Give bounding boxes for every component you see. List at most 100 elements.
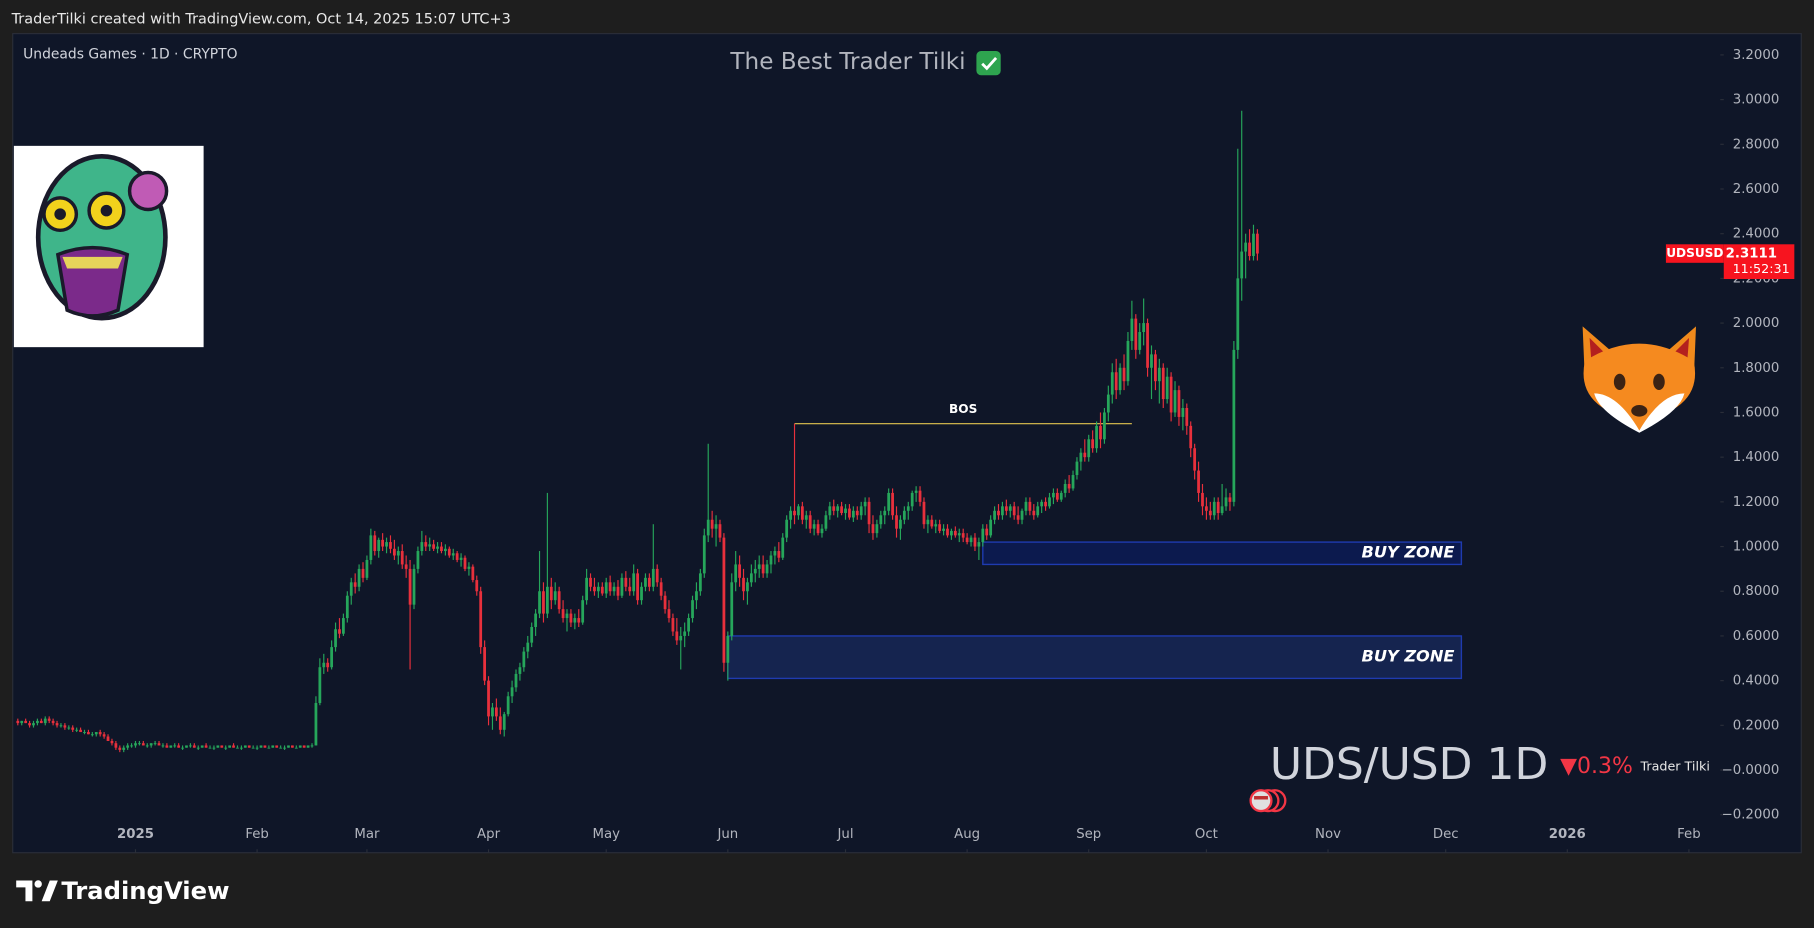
candle-body [840, 506, 843, 514]
candle-body [1028, 501, 1032, 511]
candle-body [451, 553, 455, 556]
candle-body [530, 627, 534, 643]
y-tick-label: 0.8000 [1733, 584, 1780, 599]
x-tick-label: Feb [245, 827, 269, 842]
candle-body [318, 667, 322, 703]
candle-body [1244, 242, 1248, 252]
candle-body [1130, 318, 1134, 341]
candle-body [134, 743, 137, 746]
candle-body [557, 591, 561, 610]
candle-body [32, 723, 35, 726]
candle-body [624, 577, 628, 587]
candle-body [671, 618, 675, 632]
candle-body [400, 551, 404, 565]
candle-body [636, 573, 639, 601]
x-tick-label: Sep [1076, 827, 1101, 842]
candle-body [326, 662, 330, 668]
candle-body [287, 745, 290, 748]
candle-body [997, 510, 1000, 516]
candle-body [428, 544, 432, 547]
buy-zone [727, 635, 1463, 680]
candle-body [240, 747, 243, 749]
candle-body [698, 573, 702, 592]
candle-body [67, 727, 71, 729]
buy-zone-label: BUY ZONE [1361, 647, 1454, 666]
candle-body [604, 582, 608, 594]
candle-body [20, 720, 24, 724]
candle-body [1118, 367, 1122, 391]
candle-body [1134, 318, 1138, 350]
candle-body [522, 651, 526, 668]
candle-body [950, 530, 953, 536]
candle-body [432, 544, 436, 549]
y-tick-label: 2.0000 [1733, 316, 1780, 331]
candle-body [416, 551, 420, 569]
candle-body [138, 743, 141, 745]
candle-body [683, 631, 687, 636]
candle-body [393, 548, 396, 556]
candle-body [47, 718, 51, 721]
candle-body [1150, 354, 1153, 368]
price-badge-label: 2.3111 [1726, 247, 1777, 262]
candle-body [1185, 407, 1189, 426]
candle-body [357, 568, 361, 587]
zombie-image [13, 145, 204, 348]
candle-body [549, 586, 553, 601]
candle-body [765, 564, 769, 574]
candle-body [275, 745, 279, 748]
candle-body [1059, 492, 1063, 500]
candle-body [985, 528, 989, 536]
y-tick-label: 1.8000 [1733, 361, 1780, 376]
y-tick-label: 0.4000 [1733, 674, 1780, 689]
symbol-info: Undeads Games · 1D · CRYPTO [23, 46, 238, 62]
candle-body [196, 747, 200, 749]
candle-body [1067, 483, 1071, 489]
header-text: TraderTilki created with TradingView.com… [11, 12, 511, 28]
candle-body [585, 577, 588, 601]
candle-body [1236, 278, 1240, 350]
candle-body [1138, 332, 1142, 350]
candle-body [1122, 367, 1126, 382]
candle-body [342, 618, 345, 634]
candle-body [1048, 497, 1051, 507]
candle-body [675, 631, 679, 641]
candle-body [106, 736, 110, 741]
candle-body [224, 747, 228, 749]
candle-body [695, 591, 698, 601]
candle-body [906, 506, 910, 511]
candle-body [122, 747, 126, 750]
candle-body [385, 542, 388, 547]
candle-body [942, 528, 945, 531]
candle-body [247, 745, 251, 748]
candle-body [506, 696, 510, 715]
candle-body [1157, 367, 1161, 382]
candle-body [632, 573, 636, 592]
candle-body [36, 720, 39, 724]
candle-body [271, 745, 275, 748]
candle-body [561, 609, 565, 619]
candle-body [836, 506, 840, 511]
candle-body [620, 577, 624, 596]
candle-body [396, 551, 400, 556]
candle-body [55, 723, 59, 726]
candle-body [710, 519, 714, 529]
candle-body [353, 582, 357, 587]
candle-body [216, 745, 220, 748]
tradingview-logo [16, 880, 58, 902]
candle-body [1208, 510, 1212, 516]
candle-body [1055, 492, 1059, 500]
candle-body [785, 519, 789, 538]
candle-body [130, 745, 133, 747]
candle-body [926, 519, 930, 525]
x-tick-label: Feb [1677, 827, 1701, 842]
candle-body [879, 515, 883, 525]
candle-body [102, 734, 106, 737]
candle-body [565, 613, 569, 619]
candle-body [204, 745, 208, 748]
candle-body [1240, 251, 1244, 279]
chart-title: The Best Trader Tilki [729, 49, 965, 75]
candle-body [165, 745, 169, 748]
candle-body [90, 734, 94, 736]
candle-body [961, 533, 965, 538]
